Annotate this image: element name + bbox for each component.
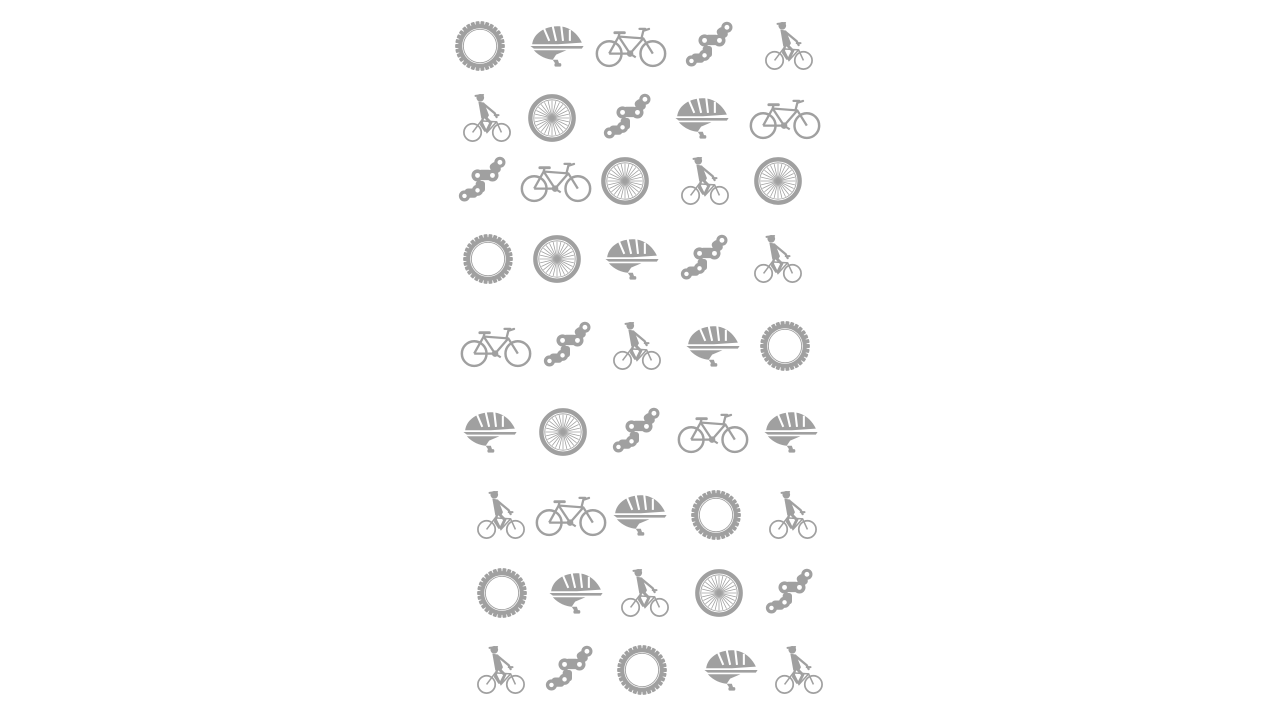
wheel-icon <box>523 401 603 463</box>
helmet-icon <box>751 401 831 463</box>
wheel-icon <box>679 562 759 624</box>
chain-link-icon <box>667 228 747 290</box>
cyclist-icon <box>749 15 829 77</box>
chain-link-icon <box>532 639 612 701</box>
sprocket-icon <box>440 15 520 77</box>
sprocket-icon <box>676 484 756 546</box>
sprocket-icon <box>462 562 542 624</box>
bicycle-icon <box>531 484 611 546</box>
bicycle-icon <box>456 315 536 377</box>
chain-link-icon <box>599 401 679 463</box>
bicycle-icon <box>673 401 753 463</box>
sprocket-icon <box>745 315 825 377</box>
chain-link-icon <box>672 15 752 77</box>
bicycle-icon <box>591 15 671 77</box>
bicycle-icon <box>745 87 825 149</box>
helmet-icon <box>536 562 616 624</box>
cyclist-icon <box>461 639 541 701</box>
cyclist-icon <box>753 484 833 546</box>
cyclist-icon <box>605 562 685 624</box>
chain-link-icon <box>590 87 670 149</box>
helmet-icon <box>450 401 530 463</box>
helmet-icon <box>600 484 680 546</box>
cyclist-icon <box>447 87 527 149</box>
sprocket-icon <box>602 639 682 701</box>
helmet-icon <box>592 228 672 290</box>
cyclist-icon <box>461 484 541 546</box>
wheel-icon <box>512 87 592 149</box>
cyclist-icon <box>597 315 677 377</box>
bicycle-icon <box>516 150 596 212</box>
helmet-icon <box>662 87 742 149</box>
wheel-icon <box>738 150 818 212</box>
helmet-icon <box>673 315 753 377</box>
cyclist-icon <box>665 150 745 212</box>
chain-link-icon <box>530 315 610 377</box>
helmet-icon <box>517 15 597 77</box>
cyclist-icon <box>738 228 818 290</box>
sprocket-icon <box>448 228 528 290</box>
wheel-icon <box>517 228 597 290</box>
chain-link-icon <box>445 150 525 212</box>
wheel-icon <box>585 150 665 212</box>
cyclist-icon <box>759 639 839 701</box>
chain-link-icon <box>752 562 832 624</box>
helmet-icon <box>691 639 771 701</box>
